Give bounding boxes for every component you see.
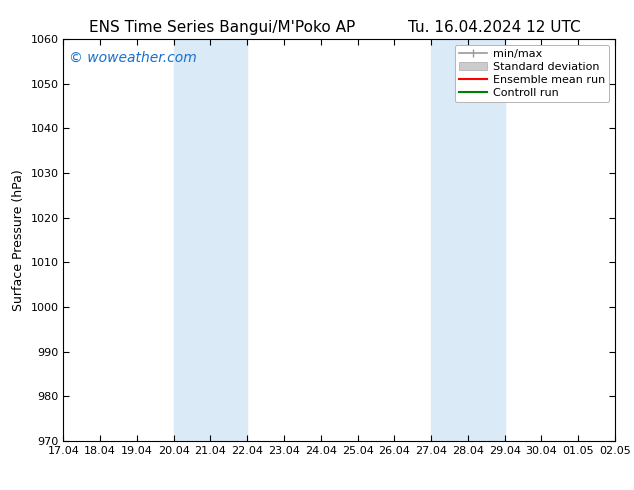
Text: Tu. 16.04.2024 12 UTC: Tu. 16.04.2024 12 UTC [408, 20, 581, 35]
Bar [431, 39, 505, 441]
Text: ENS Time Series Bangui/M'Poko AP: ENS Time Series Bangui/M'Poko AP [89, 20, 355, 35]
Y-axis label: Surface Pressure (hPa): Surface Pressure (hPa) [12, 169, 25, 311]
Legend: min/max, Standard deviation, Ensemble mean run, Controll run: min/max, Standard deviation, Ensemble me… [455, 45, 609, 102]
Bar [174, 39, 247, 441]
Text: © woweather.com: © woweather.com [69, 51, 197, 65]
